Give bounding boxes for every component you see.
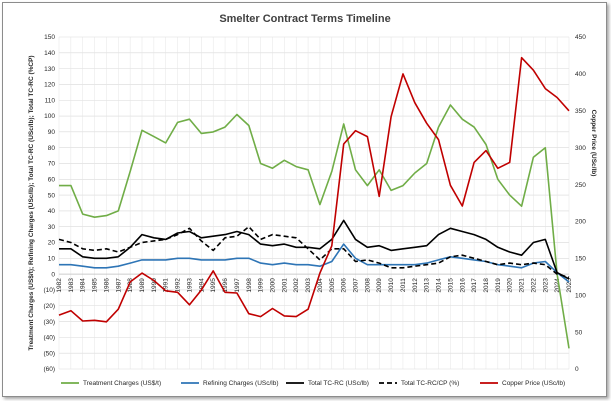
x-tick-label: 1999	[258, 278, 265, 293]
x-tick-label: 1997	[234, 278, 241, 293]
x-tick-label: 1987	[115, 278, 122, 293]
y-left-tick-label: 20	[48, 240, 56, 247]
x-tick-label: 1993	[186, 278, 193, 293]
x-tick-label: 2018	[483, 278, 490, 293]
x-tick-label: 1988	[127, 278, 134, 293]
x-tick-label: 2025	[566, 278, 573, 293]
x-tick-label: 2013	[424, 278, 431, 293]
x-tick-label: 1984	[80, 278, 87, 293]
y-left-tick-label: 80	[48, 145, 56, 152]
series-line-0	[59, 104, 570, 349]
y-left-tick-label: 90	[48, 129, 56, 136]
x-tick-label: 2022	[530, 278, 537, 293]
y-left-tick-label: 10	[48, 256, 56, 263]
x-tick-label: 2023	[542, 278, 549, 293]
y-right-tick-label: 150	[575, 256, 586, 263]
y-right-tick-label: 450	[575, 34, 586, 41]
x-tick-label: 2015	[447, 278, 454, 293]
y-left-tick-label: (30)	[43, 319, 55, 326]
y-left-tick-label: 0	[51, 271, 55, 278]
y-left-axis-title: Treatment Charges (US$/t); Refining Char…	[28, 55, 35, 350]
x-tick-label: 2016	[459, 278, 466, 293]
y-right-tick-label: 300	[575, 145, 586, 152]
y-left-tick-label: 60	[48, 176, 56, 183]
x-tick-label: 1982	[56, 278, 63, 293]
x-tick-label: 2007	[353, 278, 360, 293]
legend-label-0: Treatment Charges (US$/t)	[83, 380, 161, 387]
y-left-tick-label: (40)	[43, 335, 55, 342]
series-line-4	[58, 56, 570, 323]
y-left-tick-label: 110	[45, 97, 56, 104]
legend-label-2: Total TC-RC (USc/lb)	[308, 380, 369, 387]
y-left-tick-label: (10)	[43, 287, 55, 294]
x-tick-label: 2019	[495, 278, 502, 293]
y-left-tick-label: 100	[44, 113, 55, 120]
x-tick-label: 2005	[329, 278, 336, 293]
y-right-tick-label: 350	[575, 108, 586, 115]
x-tick-label: 1986	[103, 278, 110, 293]
y-right-tick-label: 250	[575, 182, 586, 189]
x-tick-label: 2020	[507, 278, 514, 293]
x-tick-label: 1989	[139, 278, 146, 293]
y-left-tick-label: 50	[48, 192, 56, 199]
x-tick-label: 1995	[210, 278, 217, 293]
x-tick-label: 2004	[317, 278, 324, 293]
y-right-tick-label: 100	[575, 292, 586, 299]
y-right-tick-label: 400	[575, 71, 586, 78]
x-tick-label: 2000	[269, 278, 276, 293]
y-left-tick-label: 120	[44, 82, 55, 89]
x-tick-label: 2017	[471, 278, 478, 293]
x-tick-label: 2003	[305, 278, 312, 293]
y-left-tick-label: 130	[44, 66, 55, 73]
x-tick-label: 1996	[222, 278, 229, 293]
x-tick-label: 2008	[364, 278, 371, 293]
legend-label-4: Copper Price (USc/lb)	[502, 380, 565, 387]
y-left-tick-label: 150	[44, 34, 55, 41]
x-tick-label: 1998	[246, 278, 253, 293]
chart-svg: Smelter Contract Terms Timeline 150 140 130…	[28, 13, 597, 387]
x-tick-label: 1985	[92, 278, 99, 293]
x-tick-label: 2002	[293, 278, 300, 293]
y-right-tick-label: 200	[575, 219, 586, 226]
series-line-1	[59, 243, 570, 283]
x-tick-label: 2001	[281, 278, 288, 293]
y-right-tick-label: 0	[575, 366, 579, 373]
y-right-tick-label: 50	[575, 329, 583, 336]
x-tick-label: 1992	[175, 278, 182, 293]
x-tick-label: 2021	[519, 278, 526, 293]
series-line-2	[59, 219, 570, 280]
y-left-tick-label: (20)	[43, 303, 55, 310]
x-tick-label: 2009	[376, 278, 383, 293]
y-left-tick-label: (50)	[43, 350, 55, 357]
x-tick-label: 1994	[198, 278, 205, 293]
x-tick-label: 2014	[436, 278, 443, 293]
y-right-axis-title: Copper Price (USc/lb)	[590, 110, 597, 177]
y-left-tick-label: 140	[44, 50, 55, 57]
series-line-3	[58, 225, 570, 279]
x-tick-label: 1991	[163, 278, 170, 293]
x-tick-label: 1983	[68, 278, 75, 293]
y-left-tick-label: 70	[48, 161, 56, 168]
y-left-tick-label: (60)	[43, 366, 55, 373]
y-left-tick-label: 40	[48, 208, 56, 215]
legend-label-3: Total TC-RC/CP (%)	[401, 380, 459, 387]
y-left-tick-label: 30	[48, 224, 56, 231]
x-tick-label: 2006	[341, 278, 348, 293]
chart-frame: Smelter Contract Terms Timeline 150 140 130…	[2, 2, 607, 397]
x-tick-label: 2024	[554, 278, 561, 293]
legend-label-1: Refining Charges (USc/lb)	[203, 380, 279, 387]
x-tick-label: 2012	[412, 278, 419, 293]
x-tick-label: 2011	[400, 278, 407, 292]
x-tick-label: 2010	[388, 278, 395, 293]
x-tick-label: 1990	[151, 278, 158, 293]
chart-title: Smelter Contract Terms Timeline	[219, 13, 390, 25]
